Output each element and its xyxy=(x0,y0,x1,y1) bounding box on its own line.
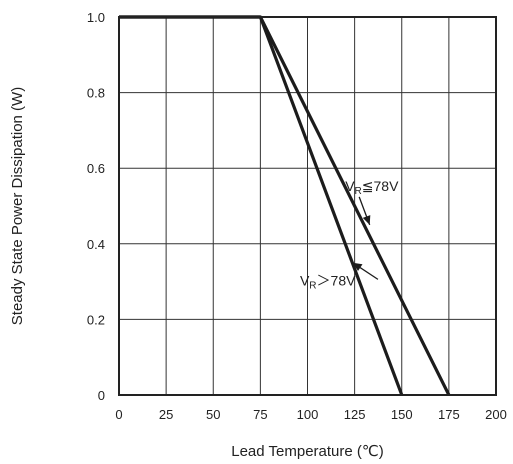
x-tick-label: 200 xyxy=(485,407,507,422)
series-lines xyxy=(119,15,451,396)
x-tick-labels: 0 25 50 75 100 125 150 175 200 xyxy=(115,407,506,422)
x-tick-label: 100 xyxy=(297,407,319,422)
x-tick-label: 25 xyxy=(159,407,173,422)
y-tick-labels: 0 0.2 0.4 0.6 0.8 1.0 xyxy=(87,10,105,403)
series-label-0: VR≦78V xyxy=(345,178,399,197)
x-tick-label: 150 xyxy=(391,407,413,422)
y-tick-label: 0.2 xyxy=(87,312,105,327)
x-tick-label: 50 xyxy=(206,407,220,422)
y-tick-label: 1.0 xyxy=(87,10,105,25)
x-tick-label: 0 xyxy=(115,407,122,422)
series-line-0 xyxy=(119,15,451,396)
arrowhead-icon xyxy=(352,262,363,271)
y-tick-label: 0.6 xyxy=(87,161,105,176)
x-tick-label: 125 xyxy=(344,407,366,422)
series-annotations: VR≦78V VR＞78V xyxy=(300,178,399,292)
grid xyxy=(119,17,496,395)
plot-frame xyxy=(118,16,497,396)
series-label-1: VR＞78V xyxy=(300,272,356,291)
y-tick-label: 0.4 xyxy=(87,237,105,252)
x-tick-label: 75 xyxy=(253,407,267,422)
y-tick-label: 0.8 xyxy=(87,86,105,101)
arrowhead-icon xyxy=(362,215,371,225)
x-tick-label: 175 xyxy=(438,407,460,422)
y-tick-label: 0 xyxy=(98,388,105,403)
y-axis-label: Steady State Power Dissipation (W) xyxy=(9,87,26,325)
x-axis-label: Lead Temperature (℃) xyxy=(231,443,383,460)
